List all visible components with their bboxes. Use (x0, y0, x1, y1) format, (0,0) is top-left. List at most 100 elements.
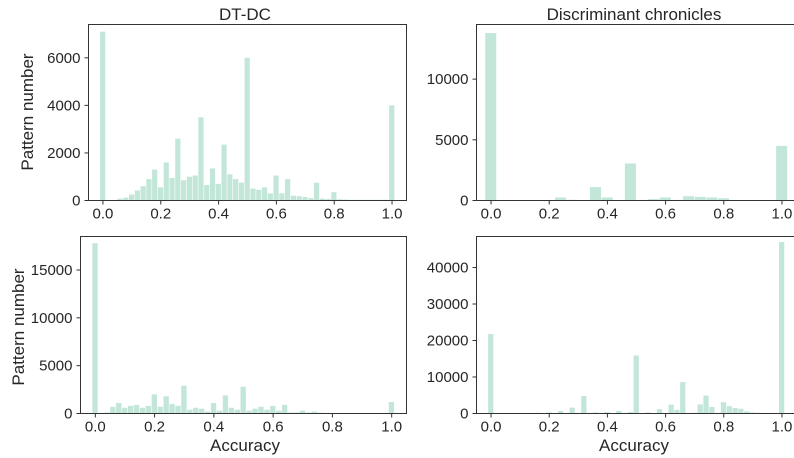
x-ticks: 0.0 0.2 0.4 0.6 0.8 1.0 (481, 200, 792, 223)
x-tick-label: 0.4 (208, 206, 229, 223)
x-ticks: 0.0 0.2 0.4 0.6 0.8 1.0 (481, 413, 792, 436)
histogram-bar (592, 412, 599, 414)
x-tick-label: 0.2 (539, 206, 560, 223)
histogram-bar (680, 382, 686, 414)
histogram-bar (121, 407, 128, 414)
histogram-bar (152, 169, 158, 201)
histogram-bar (706, 197, 718, 201)
histogram-bar (139, 407, 146, 414)
panel-title: Discriminant chronicles (547, 5, 722, 24)
y-tick-label: 30000 (427, 296, 469, 313)
histogram-bar (92, 243, 98, 414)
histogram-bar (264, 409, 270, 414)
histogram-bar (276, 410, 282, 414)
y-ticks: 0 2000 4000 6000 (47, 50, 89, 210)
histogram-bar (388, 402, 395, 414)
histogram-bar (589, 187, 601, 201)
histogram-bar (674, 409, 680, 414)
y-tick-label: 40000 (427, 260, 469, 277)
histogram-bar (209, 168, 216, 201)
bar-group (92, 243, 395, 414)
bar-group (100, 31, 395, 201)
histogram-bar (601, 197, 613, 201)
x-tick-label: 0.2 (150, 206, 171, 223)
histogram-bar (240, 386, 246, 414)
histogram-bar (633, 355, 639, 414)
y-tick-label: 0 (460, 193, 468, 210)
histogram-bar (624, 163, 636, 201)
histogram-bar (717, 198, 729, 201)
histogram-bar (204, 411, 211, 414)
histogram-bar (133, 404, 140, 414)
x-tick-label: 0.6 (655, 419, 676, 436)
histogram-bar (193, 407, 199, 414)
histogram-bar (720, 402, 727, 414)
histogram-bar (616, 410, 622, 414)
x-axis-label: Accuracy (210, 436, 280, 455)
histogram-bar (555, 197, 567, 201)
histogram-bar (709, 406, 715, 414)
histogram-bar (210, 402, 217, 414)
histogram-bar (299, 410, 306, 414)
plot-frame (476, 236, 794, 414)
histogram-bar (110, 406, 116, 414)
histogram-bar (703, 395, 709, 414)
y-tick-label: 10000 (427, 369, 469, 386)
histogram-bar (557, 410, 564, 414)
x-ticks: 0.0 0.2 0.4 0.6 0.8 1.0 (85, 413, 402, 436)
bar-group (488, 241, 785, 414)
y-tick-label: 0 (64, 406, 72, 423)
x-tick-label: 0.6 (655, 206, 676, 223)
x-tick-label: 0.0 (481, 419, 502, 436)
histogram-bar (261, 187, 268, 201)
x-tick-label: 1.0 (381, 419, 402, 436)
histogram-bar (187, 409, 193, 414)
histogram-bar (302, 196, 308, 201)
y-tick-label: 0 (460, 406, 468, 423)
y-tick-label: 20000 (427, 333, 469, 350)
histogram-bar (163, 162, 169, 201)
histogram-bar (216, 410, 223, 414)
x-tick-label: 0.8 (713, 206, 734, 223)
histogram-bar (319, 198, 325, 201)
histogram-bar (246, 410, 252, 414)
x-tick-label: 0.2 (144, 419, 165, 436)
histogram-bar (744, 411, 750, 414)
y-tick-label: 4000 (47, 97, 80, 114)
x-tick-label: 0.6 (263, 419, 284, 436)
x-tick-label: 0.8 (713, 419, 734, 436)
x-tick-label: 0.4 (203, 419, 224, 436)
histogram-bar (273, 175, 279, 201)
histogram-bar (270, 405, 276, 414)
histogram-bar (234, 409, 240, 414)
histogram-bar (726, 406, 732, 414)
x-tick-label: 1.0 (382, 206, 403, 223)
y-tick-label: 2000 (47, 145, 80, 162)
y-tick-label: 15000 (31, 262, 73, 279)
histogram-bar (117, 198, 123, 201)
plot-frame (80, 236, 407, 414)
histogram-bar (228, 407, 235, 414)
histogram-bar (279, 193, 285, 201)
histogram-bar (389, 105, 395, 201)
y-tick-label: 5000 (39, 358, 72, 375)
x-tick-label: 0.2 (539, 419, 560, 436)
histogram-bar (146, 179, 152, 201)
x-tick-label: 0.0 (481, 206, 502, 223)
histogram-bar (175, 138, 181, 201)
histogram-bar (285, 179, 291, 201)
histogram-bar (127, 405, 134, 414)
histogram-bar (252, 408, 258, 414)
histogram-bar (222, 395, 229, 414)
histogram-bar (581, 395, 587, 414)
histogram-bar (546, 412, 552, 414)
histogram-bar (233, 179, 239, 201)
histogram-bar (140, 186, 146, 201)
x-tick-label: 0.4 (597, 419, 618, 436)
histogram-bar (134, 190, 140, 201)
y-ticks: 0 5000 10000 (427, 71, 477, 210)
x-tick-label: 0.0 (93, 206, 114, 223)
x-tick-label: 0.6 (266, 206, 287, 223)
histogram-bar (267, 193, 273, 201)
